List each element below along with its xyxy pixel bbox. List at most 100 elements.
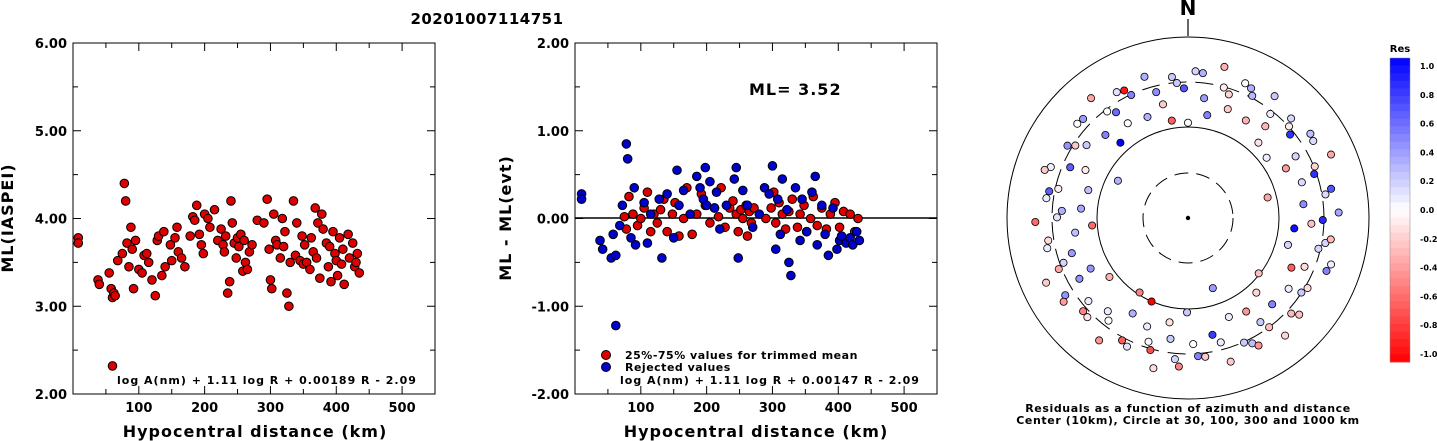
rejected-point — [786, 270, 796, 281]
station-residual-point — [1310, 170, 1319, 179]
x-tick-label: 100 — [125, 401, 152, 416]
data-point — [143, 257, 154, 268]
rejected-point — [705, 176, 715, 187]
station-residual-point — [1071, 141, 1080, 150]
station-residual-point — [1042, 278, 1051, 287]
legend-rejected-label: Rejected values — [625, 361, 731, 374]
data-point — [194, 229, 205, 240]
rejected-point — [775, 229, 786, 240]
rejected-point — [642, 238, 653, 248]
colorbar-cell — [1390, 270, 1410, 279]
data-point — [352, 248, 363, 259]
station-residual-point — [1240, 338, 1249, 347]
station-residual-point — [1287, 114, 1296, 123]
data-point — [166, 255, 177, 266]
rejected-point — [597, 244, 608, 255]
rejected-point — [747, 222, 758, 233]
data-point — [278, 241, 289, 252]
station-residual-point — [1128, 309, 1137, 318]
station-residual-point — [1165, 318, 1174, 327]
station-residual-point — [1201, 352, 1210, 361]
station-residual-point — [1103, 107, 1112, 116]
data-point — [266, 283, 277, 294]
data-point — [242, 264, 253, 275]
rejected-point — [630, 240, 641, 250]
station-residual-point — [1143, 112, 1152, 121]
colorbar-cell — [1390, 134, 1410, 143]
data-point — [282, 288, 292, 298]
data-point — [220, 231, 231, 241]
station-residual-point — [1140, 72, 1149, 81]
colorbar-tick-label: -1.0 — [1420, 350, 1437, 359]
data-point — [227, 218, 238, 228]
colorbar-tick-label: -0.8 — [1420, 321, 1437, 330]
station-residual-point — [1318, 216, 1327, 225]
station-residual-point — [1054, 184, 1063, 193]
station-residual-point — [1043, 244, 1052, 253]
data-point — [247, 240, 257, 250]
colorbar-title: Res — [1390, 44, 1410, 55]
colorbar-cell — [1390, 293, 1410, 302]
data-point — [306, 233, 317, 243]
panel-residual-map: N Residuals as a function of azimuth and… — [1006, 0, 1370, 427]
tick-marks — [73, 42, 435, 395]
rejected-point — [721, 200, 732, 211]
colorbar-tick-label: 0.2 — [1420, 177, 1434, 186]
accepted-point — [770, 218, 781, 228]
rejected-point — [851, 226, 862, 237]
station-residual-point — [1144, 337, 1153, 346]
station-residual-point — [1321, 190, 1330, 199]
colorbar-tick-label: 0.0 — [1420, 206, 1435, 215]
data-point — [180, 261, 190, 272]
station-residual-point — [1283, 240, 1292, 249]
rejected-point — [701, 200, 712, 211]
colorbar-cell — [1390, 88, 1410, 97]
data-point — [338, 244, 348, 255]
magnitude-formula: log A(nm) + 1.11 log R + 0.00189 R - 2.0… — [117, 374, 417, 387]
data-point — [119, 178, 130, 189]
station-residual-point — [1326, 235, 1335, 244]
station-residual-point — [1307, 219, 1316, 228]
rejected-point — [823, 250, 834, 261]
data-point — [117, 248, 128, 259]
rejected-point — [695, 182, 705, 193]
station-residual-point — [1287, 263, 1296, 272]
accepted-point — [812, 220, 823, 231]
station-residual-point — [1082, 141, 1091, 150]
accepted-point — [636, 213, 646, 224]
station-residual-point — [1079, 307, 1088, 316]
station-residual-point — [1084, 297, 1093, 306]
rejected-point — [685, 209, 695, 219]
station-residual-point — [1284, 284, 1293, 293]
data-point — [324, 241, 335, 252]
station-residual-point — [1167, 116, 1176, 125]
data-point — [176, 253, 187, 263]
data-point — [185, 231, 195, 241]
epicenter-marker — [1185, 215, 1191, 221]
station-residual-point — [1146, 346, 1155, 355]
colorbar-cell — [1390, 339, 1410, 348]
data-point — [198, 248, 209, 259]
station-residual-point — [1183, 308, 1192, 317]
rejected-point — [790, 182, 801, 193]
y-axis-label: ML - ML(evt) — [496, 155, 515, 281]
y-tick-label: 2.00 — [35, 388, 67, 403]
accepted-point — [652, 218, 663, 228]
station-residual-point — [1084, 186, 1093, 195]
accepted-point — [805, 213, 816, 224]
data-point — [344, 253, 355, 263]
colorbar-cell — [1390, 65, 1410, 74]
station-residual-point — [1118, 336, 1127, 345]
station-residual-point — [1143, 322, 1152, 331]
colorbar-frame — [1389, 57, 1411, 363]
station-residual-point — [1327, 184, 1336, 193]
rejected-point — [672, 165, 682, 176]
rejected-point — [731, 162, 742, 173]
station-residual-point — [1268, 300, 1277, 309]
rejected-point — [782, 204, 792, 215]
station-residual-point — [1299, 200, 1308, 209]
data-point — [231, 253, 242, 263]
station-residual-point — [1095, 336, 1104, 345]
x-tick-label: 200 — [693, 401, 720, 416]
station-residual-point — [1071, 228, 1080, 237]
